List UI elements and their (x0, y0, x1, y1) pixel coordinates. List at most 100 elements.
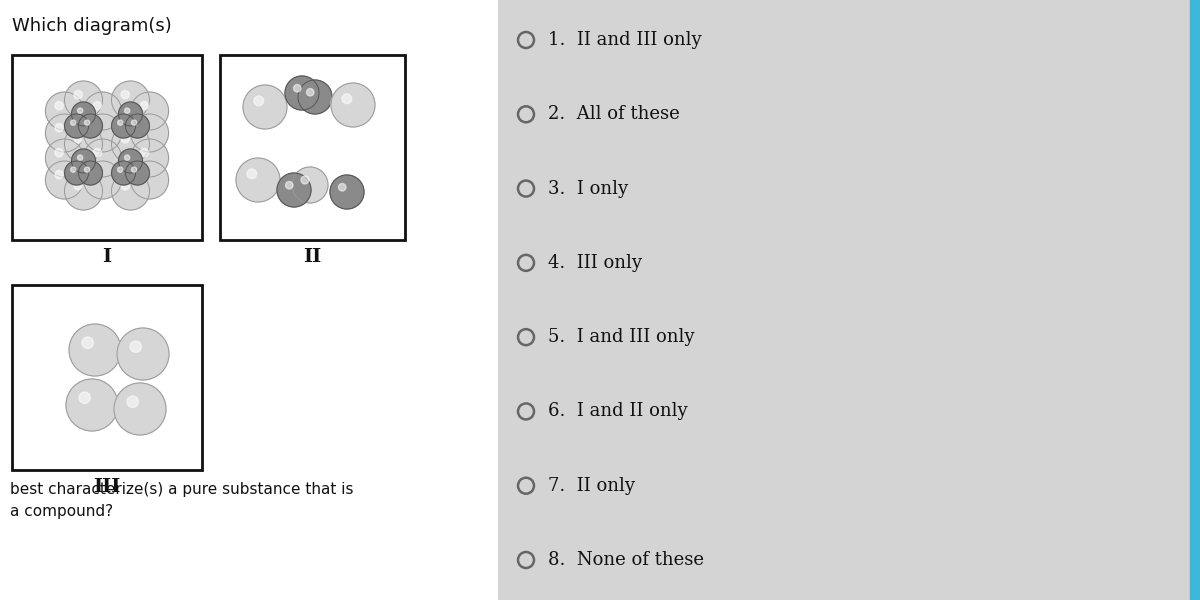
Circle shape (55, 101, 64, 110)
Circle shape (65, 125, 102, 163)
Circle shape (112, 81, 150, 119)
Circle shape (55, 124, 64, 132)
Circle shape (286, 181, 293, 189)
Bar (12, 55, 202, 240)
Circle shape (114, 383, 166, 435)
Circle shape (121, 181, 130, 190)
Circle shape (125, 108, 130, 113)
Text: 5.  I and III only: 5. I and III only (548, 328, 695, 346)
Circle shape (78, 161, 102, 185)
Text: 8.  None of these: 8. None of these (548, 551, 704, 569)
Circle shape (126, 114, 150, 138)
Circle shape (140, 124, 149, 132)
Circle shape (79, 392, 90, 403)
Circle shape (94, 148, 102, 157)
Circle shape (121, 91, 130, 99)
Circle shape (242, 85, 287, 129)
Circle shape (331, 83, 374, 127)
Circle shape (71, 167, 76, 172)
Circle shape (84, 120, 90, 125)
Text: 4.  III only: 4. III only (548, 254, 642, 272)
Circle shape (131, 139, 168, 177)
Circle shape (46, 114, 84, 152)
Circle shape (125, 155, 130, 160)
Text: 1.  II and III only: 1. II and III only (548, 31, 702, 49)
Circle shape (330, 175, 364, 209)
Circle shape (132, 167, 137, 172)
Circle shape (126, 161, 150, 185)
Circle shape (46, 92, 84, 130)
Circle shape (65, 114, 89, 138)
Text: 2.  All of these: 2. All of these (548, 105, 679, 123)
Circle shape (72, 102, 96, 126)
Circle shape (294, 85, 301, 92)
Circle shape (298, 80, 332, 114)
Circle shape (112, 114, 136, 138)
Circle shape (46, 161, 84, 199)
Circle shape (84, 167, 90, 172)
Circle shape (74, 91, 83, 99)
Circle shape (112, 172, 150, 210)
Circle shape (46, 139, 84, 177)
Circle shape (94, 170, 102, 179)
Circle shape (140, 148, 149, 157)
Bar (220, 55, 404, 240)
Circle shape (301, 176, 308, 184)
Circle shape (68, 324, 121, 376)
Circle shape (82, 337, 94, 349)
Circle shape (132, 120, 137, 125)
Text: a compound?: a compound? (10, 504, 113, 519)
Bar (12, 285, 202, 470)
Circle shape (140, 101, 149, 110)
Circle shape (247, 169, 257, 179)
Circle shape (121, 134, 130, 143)
Circle shape (74, 134, 83, 143)
Circle shape (72, 149, 96, 173)
Circle shape (84, 161, 121, 199)
Circle shape (130, 341, 142, 352)
Circle shape (66, 379, 118, 431)
Circle shape (140, 170, 149, 179)
Circle shape (131, 161, 168, 199)
Circle shape (55, 148, 64, 157)
Circle shape (112, 125, 150, 163)
Circle shape (116, 328, 169, 380)
Text: Which diagram(s): Which diagram(s) (12, 17, 172, 35)
Text: best characterize(s) a pure substance that is: best characterize(s) a pure substance th… (10, 482, 354, 497)
Circle shape (78, 114, 102, 138)
Text: 3.  I only: 3. I only (548, 179, 628, 197)
Circle shape (131, 114, 168, 152)
Circle shape (74, 181, 83, 190)
Circle shape (94, 124, 102, 132)
Circle shape (342, 94, 352, 104)
Circle shape (306, 88, 314, 96)
Circle shape (71, 120, 76, 125)
Circle shape (118, 120, 122, 125)
Bar (1190, 0, 1200, 600)
Circle shape (292, 167, 328, 203)
Circle shape (65, 172, 102, 210)
Circle shape (112, 161, 136, 185)
Text: 6.  I and II only: 6. I and II only (548, 403, 688, 421)
Circle shape (236, 158, 280, 202)
Circle shape (65, 81, 102, 119)
Circle shape (65, 161, 89, 185)
Circle shape (119, 149, 143, 173)
Text: I: I (102, 248, 112, 266)
Circle shape (338, 184, 346, 191)
Circle shape (84, 139, 121, 177)
Circle shape (55, 170, 64, 179)
Circle shape (118, 167, 122, 172)
Circle shape (84, 114, 121, 152)
Circle shape (284, 76, 319, 110)
Circle shape (127, 396, 138, 407)
Circle shape (78, 108, 83, 113)
Circle shape (78, 155, 83, 160)
Text: 7.  II only: 7. II only (548, 477, 635, 495)
Circle shape (277, 173, 311, 207)
Circle shape (254, 96, 264, 106)
Circle shape (131, 92, 168, 130)
Circle shape (119, 102, 143, 126)
Circle shape (84, 92, 121, 130)
Circle shape (94, 101, 102, 110)
